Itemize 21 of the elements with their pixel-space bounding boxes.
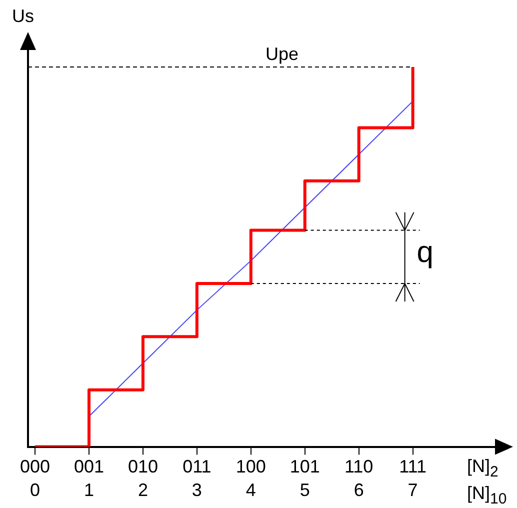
x2-tick-label: 3	[192, 480, 202, 500]
x-tick-label: 101	[290, 456, 320, 477]
x-tick-label: 010	[128, 456, 158, 477]
x-tick-label: 011	[182, 456, 212, 477]
x2-axis-title: [N]$_{10}$	[467, 483, 507, 508]
x2-tick-label: 7	[408, 480, 418, 500]
x2-tick-label: 2	[138, 480, 148, 500]
x2-tick-label: 1	[84, 480, 94, 500]
y-axis-title: Us	[12, 6, 34, 26]
x-tick-label: 001	[74, 456, 104, 477]
ref-line-label: Upe	[265, 44, 298, 64]
x-tick-label: 110	[344, 456, 374, 477]
x2-tick-label: 6	[354, 480, 364, 500]
x2-tick-label: 0	[30, 480, 40, 500]
x2-tick-label: 5	[300, 480, 310, 500]
x-tick-label: 000	[20, 456, 50, 477]
x-tick-label: 100	[236, 456, 266, 477]
x2-tick-label: 4	[246, 480, 256, 500]
x-axis-title: [N]$_{2}$	[467, 456, 498, 482]
x-tick-label: 111	[399, 456, 426, 477]
text: q	[416, 236, 434, 269]
